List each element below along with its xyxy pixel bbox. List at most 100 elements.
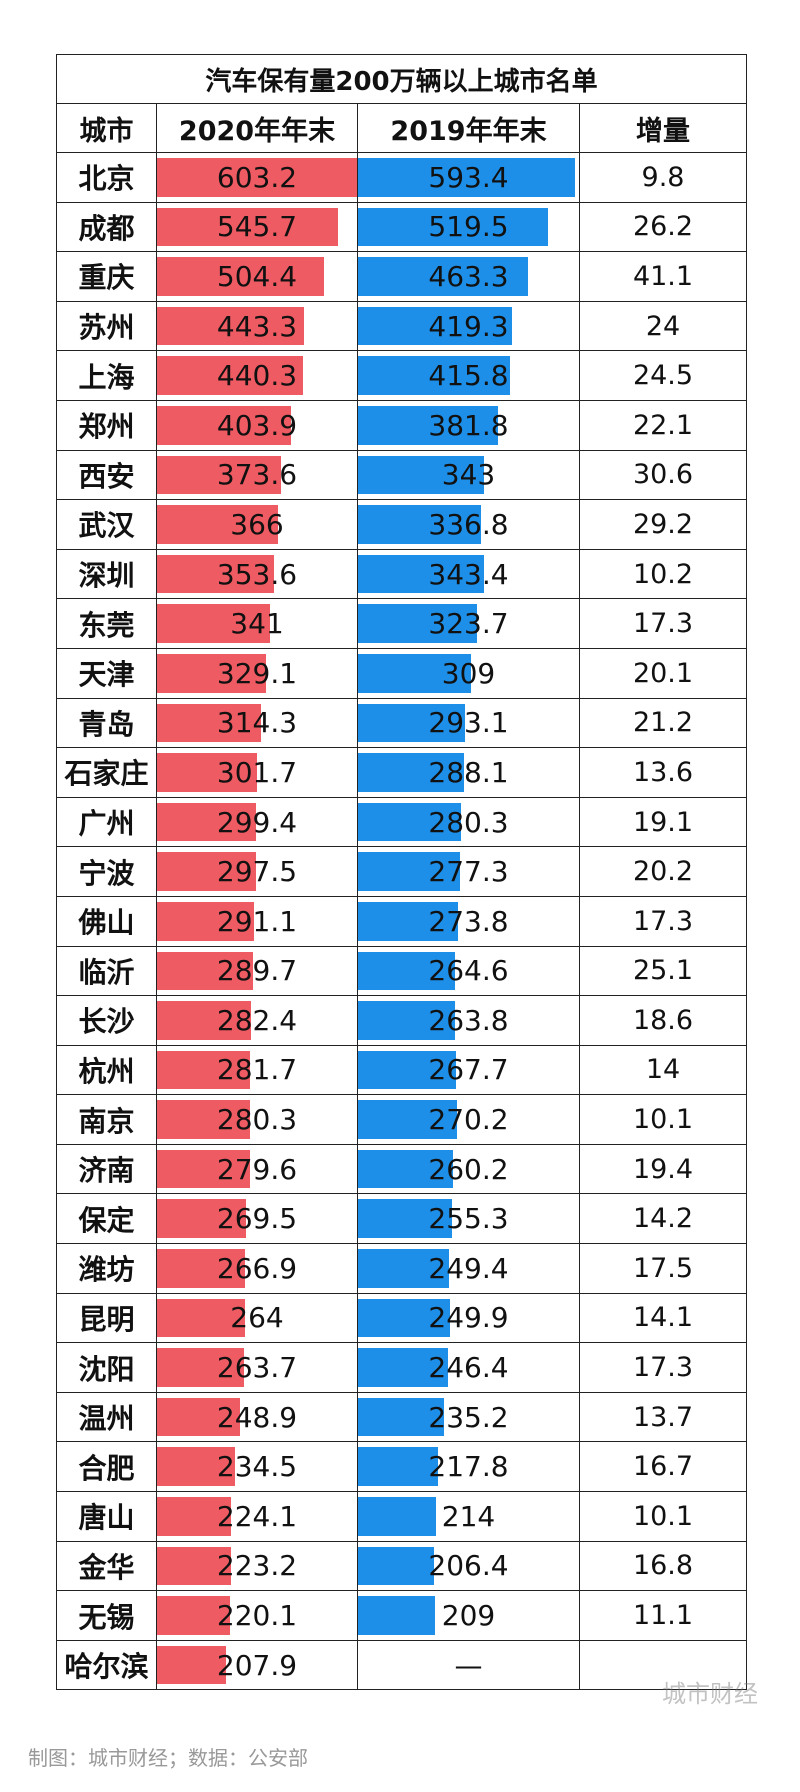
value-2019-label: 263.8 [428, 1003, 509, 1037]
city-cell: 保定 [56, 1193, 157, 1245]
bar-2020 [157, 802, 257, 842]
value-2020-cell: 366 [156, 499, 358, 550]
city-cell: 天津 [56, 647, 157, 699]
increase-cell: 9.8 [578, 152, 748, 203]
value-2020-label: 301.7 [216, 755, 298, 789]
table-row: 沈阳 263.7 246.4 17.3 [56, 1342, 748, 1393]
table-row: 合肥 234.5 217.8 16.7 [56, 1441, 748, 1493]
header-2019: 2019年年末 [357, 103, 580, 153]
bar-2019 [358, 1050, 457, 1090]
value-2019-cell: 249.9 [357, 1292, 580, 1344]
increase-cell: 19.1 [578, 796, 748, 848]
table-row: 北京 603.2 593.4 9.8 [56, 152, 748, 203]
value-2019-label: — [454, 1648, 483, 1682]
value-2020-label: 291.1 [216, 904, 298, 938]
bar-2020 [157, 1149, 250, 1189]
value-2020-cell: 440.3 [156, 350, 358, 401]
city-cell: 合肥 [56, 1441, 157, 1493]
value-2019-label: 235.2 [428, 1400, 509, 1434]
table-row: 潍坊 266.9 249.4 17.5 [56, 1243, 748, 1294]
bar-2020 [157, 901, 254, 941]
table-row: 广州 299.4 280.3 19.1 [56, 796, 748, 848]
value-2019-cell: 235.2 [357, 1391, 580, 1443]
city-cell: 郑州 [56, 399, 157, 451]
bar-2020 [157, 455, 281, 495]
increase-cell: 10.1 [578, 1094, 748, 1145]
bar-2019 [358, 951, 455, 991]
city-cell: 长沙 [56, 995, 157, 1046]
city-cell: 青岛 [56, 697, 157, 749]
increase-cell: 25.1 [578, 945, 748, 997]
city-cell: 深圳 [56, 548, 157, 600]
increase-cell: 24.5 [578, 350, 748, 401]
value-2019-cell: 288.1 [357, 747, 580, 798]
value-2020-cell: 234.5 [156, 1441, 358, 1493]
value-2019-cell: 270.2 [357, 1094, 580, 1145]
value-2019-label: 419.3 [428, 309, 509, 343]
table-row: 宁波 297.5 277.3 20.2 [56, 846, 748, 897]
value-2019-cell: 415.8 [357, 350, 580, 401]
increase-cell: 18.6 [578, 995, 748, 1046]
value-2020-cell: 281.7 [156, 1044, 358, 1096]
value-2019-cell: 381.8 [357, 399, 580, 451]
bar-2020 [157, 1546, 231, 1586]
city-cell: 西安 [56, 449, 157, 501]
increase-cell: 17.3 [578, 895, 748, 947]
bar-2020 [157, 1249, 246, 1288]
bar-2019 [358, 1397, 445, 1437]
increase-cell: 21.2 [578, 697, 748, 749]
table-row: 成都 545.7 519.5 26.2 [56, 201, 748, 253]
value-2019-cell: 260.2 [357, 1143, 580, 1195]
value-2019-cell: 255.3 [357, 1193, 580, 1245]
value-2020-label: 373.6 [216, 458, 298, 492]
increase-cell: 14 [578, 1044, 748, 1096]
bar-2019 [358, 1001, 455, 1040]
city-cell: 石家庄 [56, 747, 157, 798]
value-2020-label: 234.5 [216, 1450, 298, 1484]
table-row: 唐山 224.1 214 10.1 [56, 1491, 748, 1542]
value-2020-label: 341 [230, 607, 284, 641]
city-cell: 北京 [56, 152, 157, 203]
value-2019-label: 217.8 [428, 1450, 509, 1484]
increase-cell: 41.1 [578, 251, 748, 302]
value-2020-cell: 282.4 [156, 995, 358, 1046]
value-2019-cell: 593.4 [357, 152, 580, 203]
value-2019-label: 264.6 [428, 954, 509, 988]
value-2020-label: 403.9 [216, 408, 298, 442]
value-2020-cell: 269.5 [156, 1193, 358, 1245]
ownership-table: 汽车保有量200万辆以上城市名单 城市 2020年年末 2019年年末 增量 北… [55, 54, 748, 1691]
city-cell: 无锡 [56, 1590, 157, 1641]
watermark: 城市财经 [662, 1680, 758, 1708]
value-2019-cell: 249.4 [357, 1243, 580, 1294]
bar-2019 [358, 207, 549, 247]
increase-cell: 17.3 [578, 1342, 748, 1393]
value-2019-label: 260.2 [428, 1152, 509, 1186]
bar-2019 [358, 802, 461, 842]
value-2019-label: 249.9 [428, 1301, 509, 1335]
city-cell: 成都 [56, 201, 157, 253]
value-2020-label: 297.5 [216, 855, 298, 889]
city-cell: 广州 [56, 796, 157, 848]
bar-2019 [358, 257, 528, 296]
increase-cell: 26.2 [578, 201, 748, 253]
increase-cell: 22.1 [578, 399, 748, 451]
table-row: 临沂 289.7 264.6 25.1 [56, 945, 748, 997]
bar-2019 [358, 852, 460, 891]
city-cell: 杭州 [56, 1044, 157, 1096]
value-2020-label: 366 [230, 507, 284, 541]
bar-2019 [358, 1596, 435, 1635]
bar-2019 [358, 158, 576, 197]
value-2020-label: 299.4 [216, 805, 298, 839]
increase-cell: 16.7 [578, 1441, 748, 1493]
increase-cell: 14.2 [578, 1193, 748, 1245]
value-2019-label: 415.8 [428, 359, 509, 393]
increase-cell: 10.1 [578, 1491, 748, 1542]
bar-2019 [358, 554, 484, 594]
city-cell: 临沂 [56, 945, 157, 997]
value-2019-cell: 419.3 [357, 300, 580, 352]
city-cell: 南京 [56, 1094, 157, 1145]
value-2020-cell: 299.4 [156, 796, 358, 848]
increase-cell: 13.6 [578, 747, 748, 798]
value-2020-cell: 224.1 [156, 1491, 358, 1542]
increase-cell: 11.1 [578, 1590, 748, 1641]
